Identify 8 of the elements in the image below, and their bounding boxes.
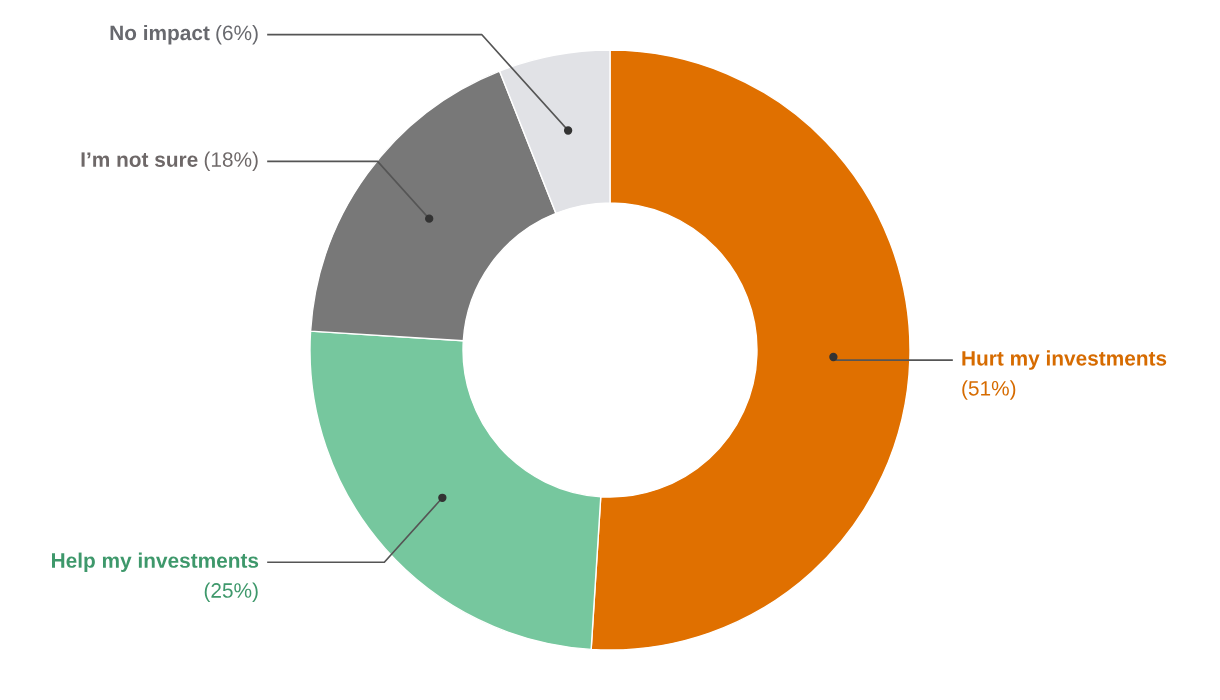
slice-label: Help my investments bbox=[52, 552, 259, 572]
data-label: (25%) bbox=[204, 582, 258, 602]
data-label: (51%) bbox=[962, 380, 1016, 400]
slice-label: No impact bbox=[110, 24, 210, 45]
data-label: (6%) bbox=[216, 24, 258, 45]
data-label: (18%) bbox=[204, 151, 258, 172]
slice-label: I’m not sure bbox=[81, 152, 198, 167]
slice-label: Hurt my investments bbox=[962, 350, 1167, 370]
